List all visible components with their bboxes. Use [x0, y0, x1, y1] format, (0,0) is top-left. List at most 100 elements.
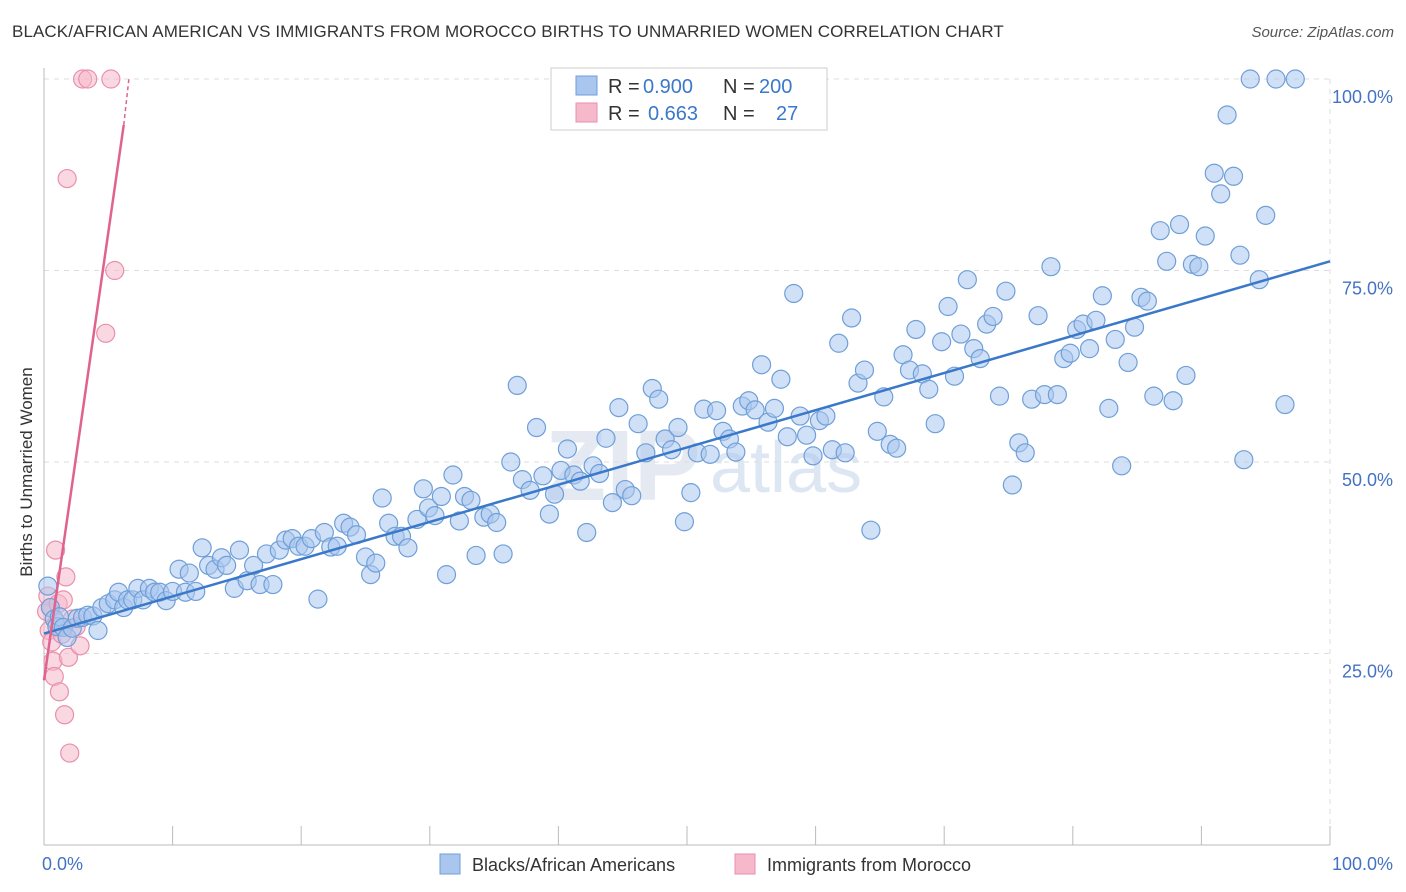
legend-n-label: N = [723, 76, 755, 98]
data-point-blacks [493, 544, 513, 564]
data-point-blacks [925, 414, 945, 434]
data-point-blacks [784, 283, 804, 304]
source-label: Source: ZipAtlas.com [1251, 24, 1394, 41]
data-point-blacks [487, 512, 507, 533]
data-point-morocco [96, 323, 116, 343]
data-point-blacks [372, 488, 392, 508]
data-point-blacks [932, 332, 952, 352]
correlation-legend: R = 0.900 N = 200 R = 0.663 N = 27 [550, 67, 828, 131]
data-point-morocco [49, 682, 70, 702]
legend-swatch-blue [575, 75, 598, 96]
data-point-blacks [861, 520, 881, 540]
data-point-blacks [539, 504, 559, 524]
data-point-blacks [700, 444, 720, 464]
data-point-morocco [58, 647, 79, 667]
data-point-blacks [1285, 69, 1305, 89]
data-point-blacks [501, 452, 521, 472]
data-point-blacks [436, 565, 457, 585]
data-point-blacks [263, 574, 283, 595]
data-point-blacks [413, 479, 433, 499]
data-point-blacks [1137, 291, 1157, 311]
data-point-blacks [983, 306, 1003, 327]
data-point-blacks [1234, 450, 1254, 470]
data-point-blacks [919, 379, 939, 399]
data-point-blacks [745, 400, 765, 420]
data-point-blacks [308, 589, 328, 609]
legend-r-value-pink: 0.663 [648, 103, 698, 125]
data-point-blacks [229, 540, 250, 560]
data-point-blacks [938, 296, 958, 317]
data-point-blacks [842, 308, 862, 328]
legend-n-label: N = [723, 103, 755, 125]
series-legend: Blacks/African Americans Immigrants from… [439, 853, 971, 875]
chart-title: BLACK/AFRICAN AMERICAN VS IMMIGRANTS FRO… [12, 22, 1004, 41]
data-point-blacks [443, 465, 463, 485]
trend-line-morocco-extension [122, 78, 130, 126]
data-point-blacks [706, 401, 727, 421]
data-point-blacks [366, 553, 386, 573]
data-point-blacks [1041, 257, 1061, 277]
data-point-blacks [1099, 398, 1119, 418]
legend-n-value-pink: 27 [776, 103, 798, 125]
legend-swatch-morocco [734, 853, 756, 875]
data-point-blacks [771, 369, 791, 389]
data-point-blacks [622, 486, 642, 506]
data-point-blacks [38, 576, 58, 596]
tick-labels: 25.0% 50.0% 75.0% 100.0% 0.0% 100.0% [42, 87, 1393, 874]
axes [43, 68, 1331, 846]
data-point-blacks [1211, 184, 1231, 204]
data-point-morocco [60, 743, 80, 763]
legend-n-value-blue: 200 [759, 76, 792, 98]
data-point-blacks [1176, 365, 1196, 386]
data-point-blacks [179, 563, 199, 583]
y-tick-label: 75.0% [1342, 279, 1393, 299]
data-point-blacks [449, 511, 469, 531]
data-point-blacks [466, 545, 486, 566]
data-point-blacks [887, 438, 907, 458]
data-point-blacks [461, 490, 481, 510]
data-point-blacks [1157, 251, 1177, 271]
data-point-blacks [609, 398, 629, 418]
data-point-blacks [1118, 352, 1138, 373]
data-point-blacks [668, 417, 688, 438]
data-point-blacks [951, 324, 971, 344]
data-point-blacks [1105, 329, 1125, 350]
data-point-blacks [803, 446, 823, 466]
data-point-blacks [867, 421, 887, 441]
data-point-blacks [1217, 105, 1237, 125]
trend-lines [42, 78, 1331, 681]
data-point-blacks [526, 417, 547, 438]
data-point-blacks [1240, 69, 1260, 89]
legend-swatch-pink [575, 102, 598, 123]
data-point-blacks [596, 428, 616, 448]
data-point-blacks [1047, 384, 1067, 405]
data-point-blacks [1150, 221, 1170, 241]
data-point-blacks [1189, 257, 1209, 277]
data-point-blacks [1028, 306, 1048, 326]
legend-label-blacks: Blacks/African Americans [472, 855, 675, 875]
data-point-blacks [854, 360, 875, 380]
data-point-blacks [751, 355, 772, 375]
data-point-blacks [1015, 443, 1035, 463]
data-point-blacks [431, 486, 451, 507]
data-point-blacks [244, 555, 264, 576]
data-point-blacks [996, 281, 1016, 301]
legend-r-value-blue: 0.900 [643, 76, 693, 98]
data-point-blacks [726, 442, 746, 462]
data-point-morocco [56, 567, 76, 587]
legend-label-morocco: Immigrants from Morocco [767, 855, 971, 875]
trend-line-blacks [43, 260, 1331, 635]
data-point-blacks [649, 389, 669, 409]
data-point-blacks [1256, 205, 1276, 225]
data-point-blacks [1092, 286, 1112, 306]
x-tick-label: 100.0% [1332, 854, 1393, 874]
y-tick-label: 100.0% [1332, 87, 1393, 107]
data-point-blacks [88, 620, 108, 641]
data-point-blacks [577, 522, 597, 543]
series-blacks-african-americans [38, 69, 1305, 648]
data-point-blacks [507, 375, 527, 395]
legend-r-label: R = [608, 103, 640, 125]
data-point-blacks [533, 466, 553, 486]
data-point-blacks [1060, 343, 1080, 363]
